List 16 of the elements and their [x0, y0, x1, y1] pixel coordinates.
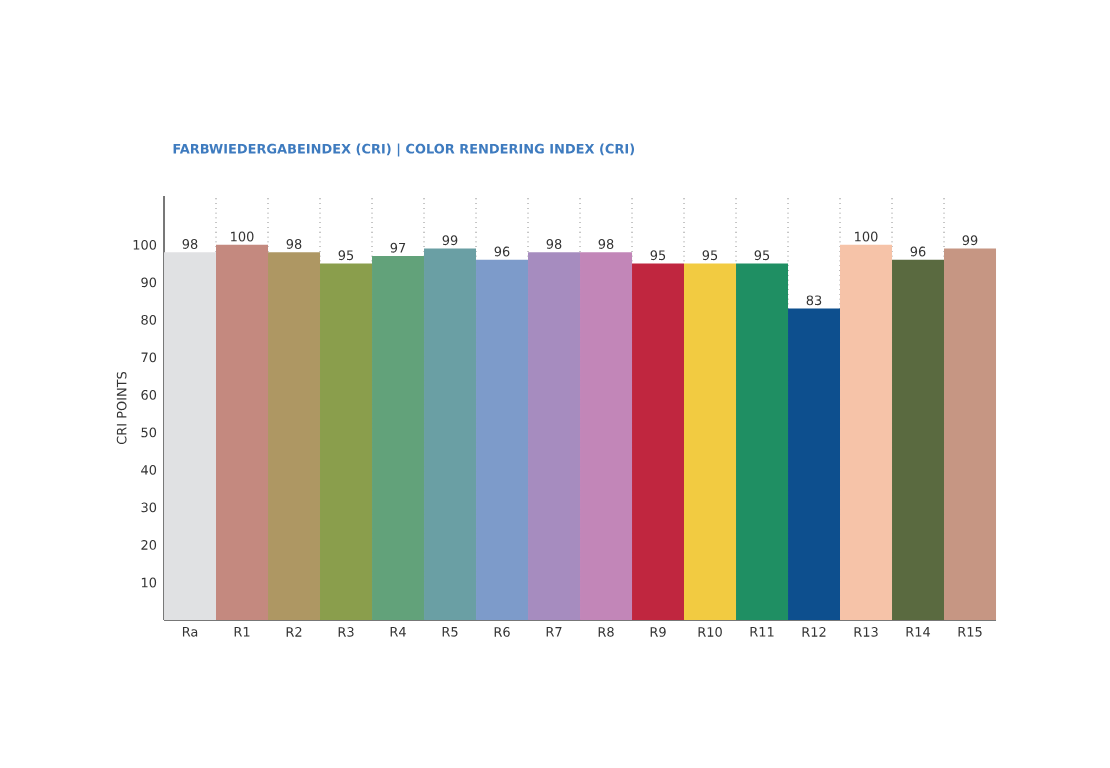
- bar: [736, 263, 789, 620]
- bar: [372, 256, 425, 620]
- bar: [580, 252, 633, 620]
- bar: [268, 252, 321, 620]
- bar: [424, 248, 477, 620]
- bar: [528, 252, 581, 620]
- bar: [164, 252, 217, 620]
- bar: [632, 263, 685, 620]
- bar: [684, 263, 737, 620]
- bar: [216, 244, 269, 620]
- bar: [476, 259, 529, 620]
- bar: [944, 248, 997, 620]
- bar: [320, 263, 373, 620]
- bar: [788, 308, 841, 620]
- bar: [840, 244, 893, 620]
- bar: [892, 259, 945, 620]
